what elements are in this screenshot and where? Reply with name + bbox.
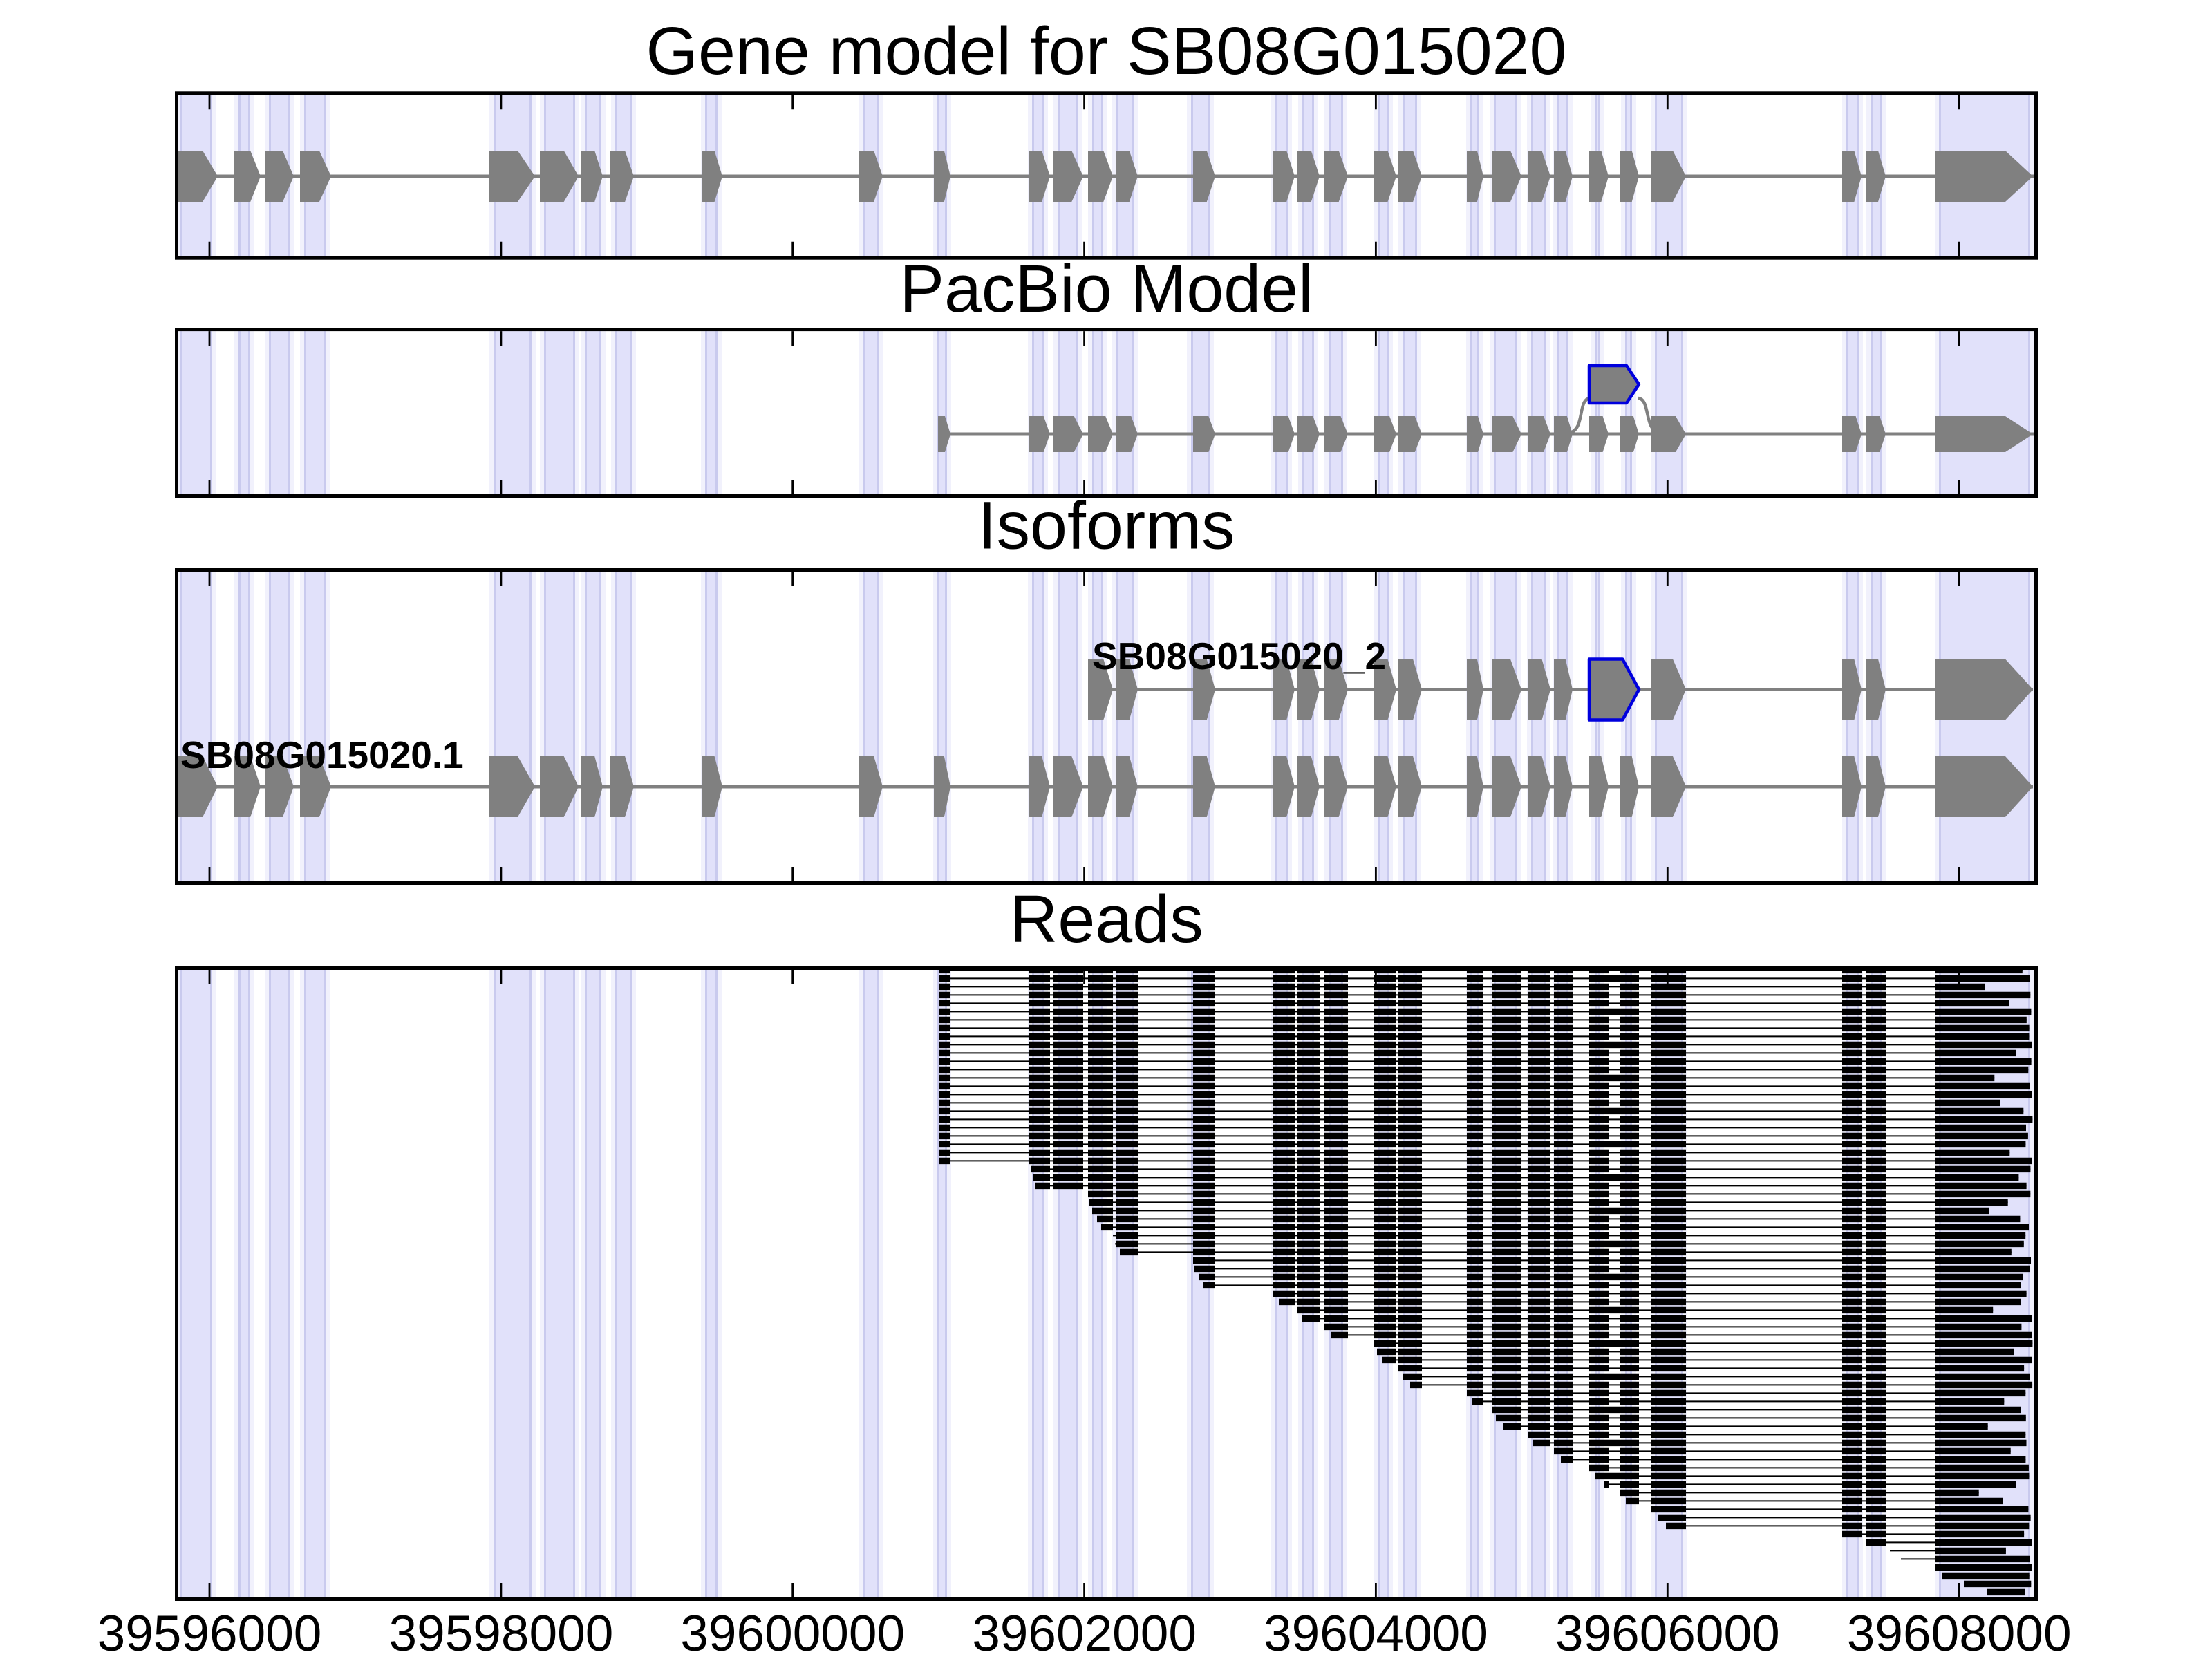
svg-text:39602000: 39602000 bbox=[972, 1606, 1197, 1659]
svg-text:Reads: Reads bbox=[1009, 881, 1203, 957]
svg-text:39606000: 39606000 bbox=[1555, 1606, 1780, 1659]
svg-text:SB08G015020_2: SB08G015020_2 bbox=[1092, 635, 1386, 677]
svg-text:Gene model for SB08G015020: Gene model for SB08G015020 bbox=[646, 13, 1567, 88]
svg-text:39596000: 39596000 bbox=[97, 1606, 322, 1659]
svg-text:Isoforms: Isoforms bbox=[978, 488, 1235, 563]
svg-text:39600000: 39600000 bbox=[680, 1606, 905, 1659]
svg-text:SB08G015020.1: SB08G015020.1 bbox=[180, 733, 464, 776]
svg-text:39608000: 39608000 bbox=[1847, 1606, 2072, 1659]
svg-text:39604000: 39604000 bbox=[1264, 1606, 1488, 1659]
svg-text:PacBio Model: PacBio Model bbox=[899, 251, 1313, 326]
svg-text:39598000: 39598000 bbox=[389, 1606, 614, 1659]
